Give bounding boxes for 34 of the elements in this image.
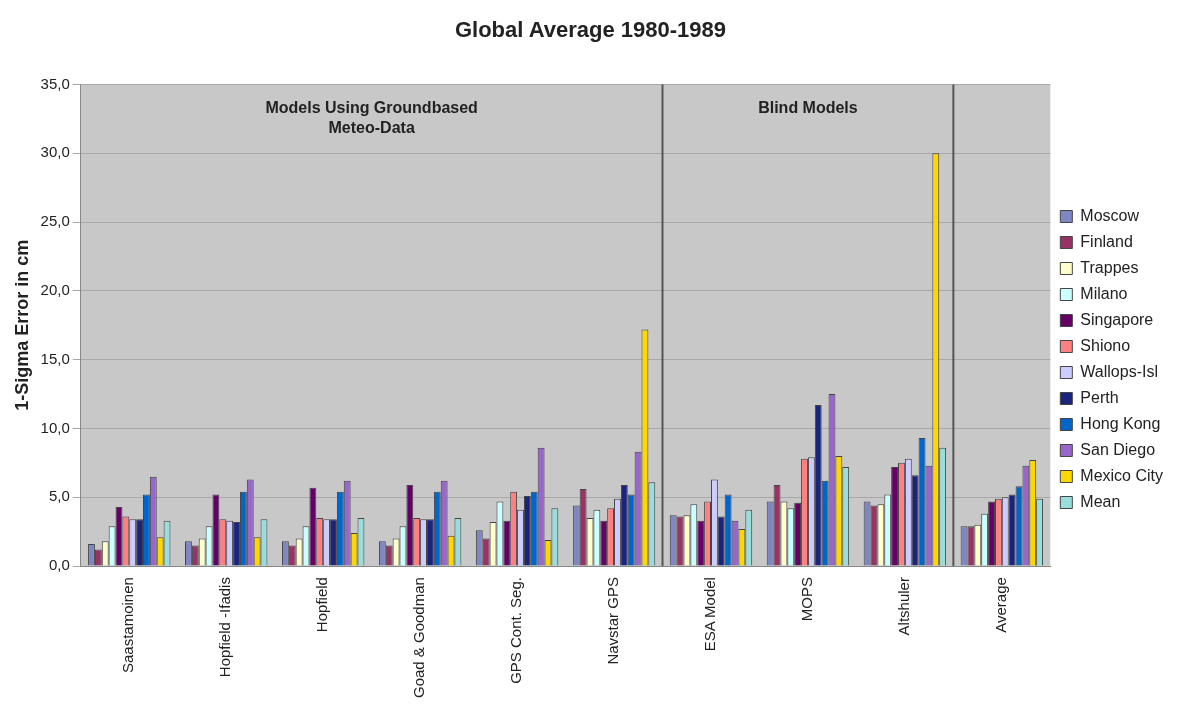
x-tick-label: MOPS — [798, 577, 816, 622]
y-tick-label: 30,0 — [40, 143, 70, 161]
x-tick-label: Hopfield -Ifadis — [216, 577, 234, 678]
y-tick-label: 0,0 — [48, 556, 70, 574]
x-tick-label: Saastamoinen — [119, 577, 137, 673]
x-tick-label: Altshuler — [895, 577, 913, 636]
y-axis-title: 1-Sigma Error in cm — [11, 239, 32, 411]
legend-label: Trappes — [1080, 258, 1139, 276]
annotation: Models Using Groundbased Meteo-Data — [265, 98, 478, 136]
legend-label: Singapore — [1080, 310, 1154, 328]
y-tick-label: 5,0 — [48, 487, 70, 505]
legend-label: Hong Kong — [1080, 414, 1161, 432]
legend-label: Milano — [1080, 284, 1128, 302]
y-tick-label: 20,0 — [40, 280, 70, 298]
y-tick-label: 10,0 — [40, 418, 70, 436]
annotation: Blind Models — [758, 98, 858, 116]
y-tick-label: 35,0 — [40, 74, 70, 92]
legend-label: Moscow — [1080, 206, 1140, 224]
legend-label: San Diego — [1080, 440, 1156, 458]
legend-label: Perth — [1080, 388, 1119, 406]
x-tick-label: Average — [991, 577, 1009, 633]
legend-label: Finland — [1080, 232, 1133, 250]
legend-label: Wallops-Isl — [1080, 362, 1158, 380]
x-tick-label: Hopfield — [313, 577, 331, 633]
legend-label: Mean — [1080, 492, 1121, 510]
y-tick-label: 15,0 — [40, 349, 70, 367]
x-tick-label: GPS Cont. Seg. — [507, 577, 525, 684]
legend-label: Mexico City — [1080, 466, 1164, 484]
x-tick-label: ESA Model — [701, 577, 719, 652]
x-tick-label: Navstar GPS — [604, 577, 622, 665]
legend-label: Shiono — [1080, 336, 1131, 354]
chart-title: Global Average 1980-1989 — [454, 17, 727, 43]
x-tick-label: Goad & Goodman — [410, 577, 428, 699]
y-tick-label: 25,0 — [40, 212, 70, 230]
